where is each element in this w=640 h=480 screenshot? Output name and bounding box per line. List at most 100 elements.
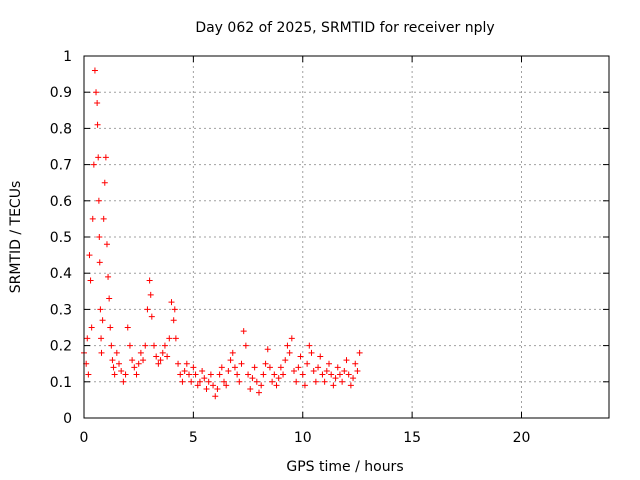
data-point bbox=[171, 306, 178, 313]
data-point bbox=[214, 386, 221, 393]
y-tick-label: 0.5 bbox=[50, 230, 72, 246]
data-point bbox=[328, 371, 335, 378]
plot-frame bbox=[83, 55, 610, 419]
data-point bbox=[148, 313, 155, 320]
ticks-layer: 00.10.20.30.40.50.60.70.80.910 5 10 15 20 bbox=[50, 49, 609, 446]
x-tick-label: 10 bbox=[294, 430, 312, 446]
data-point bbox=[99, 317, 106, 324]
data-point bbox=[317, 353, 324, 360]
data-point bbox=[122, 371, 129, 378]
data-point bbox=[264, 346, 271, 353]
y-tick-label: 0.8 bbox=[50, 121, 72, 137]
data-point bbox=[186, 371, 192, 378]
y-tick-label: 0 bbox=[63, 411, 72, 427]
data-point bbox=[89, 215, 96, 222]
data-point bbox=[352, 360, 359, 367]
data-point bbox=[91, 67, 98, 74]
data-point bbox=[216, 371, 223, 378]
data-point bbox=[135, 360, 142, 367]
data-point bbox=[190, 364, 197, 371]
data-point bbox=[124, 324, 131, 331]
data-point bbox=[172, 335, 179, 342]
x-axis-label: GPS time / hours bbox=[286, 459, 403, 475]
data-point bbox=[312, 378, 319, 385]
data-point bbox=[251, 364, 258, 371]
data-point bbox=[225, 367, 232, 374]
data-point bbox=[293, 378, 300, 385]
data-point bbox=[299, 371, 306, 378]
data-point bbox=[236, 378, 243, 385]
data-point bbox=[140, 357, 147, 364]
data-point bbox=[95, 197, 102, 204]
data-point bbox=[179, 378, 186, 385]
data-point bbox=[181, 367, 188, 374]
data-point bbox=[203, 386, 210, 393]
data-point bbox=[86, 252, 93, 259]
data-point bbox=[97, 306, 104, 313]
data-point bbox=[262, 360, 269, 367]
data-point bbox=[229, 349, 236, 356]
data-point bbox=[256, 389, 262, 396]
data-point bbox=[306, 342, 313, 349]
data-point bbox=[142, 342, 149, 349]
data-point bbox=[339, 378, 346, 385]
data-point bbox=[159, 349, 166, 356]
data-point bbox=[212, 393, 219, 400]
y-tick-label: 0.9 bbox=[50, 85, 72, 101]
data-point bbox=[271, 371, 278, 378]
data-point bbox=[221, 378, 227, 385]
data-point bbox=[98, 349, 105, 356]
data-point bbox=[234, 371, 241, 378]
y-tick-label: 0.2 bbox=[50, 339, 72, 355]
grid-layer bbox=[84, 56, 609, 418]
data-point bbox=[201, 375, 208, 382]
x-tick-label: 15 bbox=[403, 430, 421, 446]
data-point bbox=[280, 371, 287, 378]
data-point bbox=[260, 371, 267, 378]
data-point bbox=[245, 371, 252, 378]
data-point bbox=[310, 367, 317, 374]
data-point bbox=[103, 241, 110, 248]
data-point bbox=[199, 367, 206, 374]
data-point bbox=[151, 342, 157, 349]
data-point bbox=[133, 371, 140, 378]
data-point bbox=[308, 349, 315, 356]
data-point bbox=[301, 382, 308, 389]
data-point bbox=[347, 382, 354, 389]
data-point bbox=[218, 364, 225, 371]
data-point bbox=[129, 357, 136, 364]
data-point bbox=[93, 89, 100, 96]
data-point bbox=[126, 342, 133, 349]
data-point bbox=[326, 360, 332, 367]
data-point bbox=[249, 375, 256, 382]
chart-title: Day 062 of 2025, SRMTID for receiver npl… bbox=[195, 20, 494, 36]
data-point bbox=[297, 353, 304, 360]
data-point bbox=[343, 357, 350, 364]
y-axis-label: SRMTID / TECUs bbox=[8, 181, 24, 294]
data-point bbox=[177, 371, 184, 378]
data-point bbox=[168, 299, 175, 306]
data-points bbox=[81, 67, 363, 400]
data-point bbox=[319, 371, 326, 378]
data-point bbox=[90, 161, 97, 168]
y-tick-label: 0.1 bbox=[50, 375, 72, 391]
data-point bbox=[196, 378, 203, 385]
data-point bbox=[98, 335, 105, 342]
data-point bbox=[95, 154, 102, 161]
data-point bbox=[350, 375, 357, 382]
data-point bbox=[106, 295, 113, 302]
data-point bbox=[192, 371, 199, 378]
data-point bbox=[188, 378, 195, 385]
data-point bbox=[87, 277, 94, 284]
data-point bbox=[175, 360, 182, 367]
data-point bbox=[332, 375, 339, 382]
x-tick-label: 0 bbox=[80, 430, 89, 446]
data-point bbox=[223, 382, 230, 389]
data-point bbox=[166, 335, 173, 342]
data-point bbox=[286, 349, 293, 356]
data-point bbox=[321, 378, 328, 385]
data-point bbox=[269, 378, 276, 385]
data-point bbox=[277, 364, 284, 371]
data-point bbox=[315, 364, 322, 371]
